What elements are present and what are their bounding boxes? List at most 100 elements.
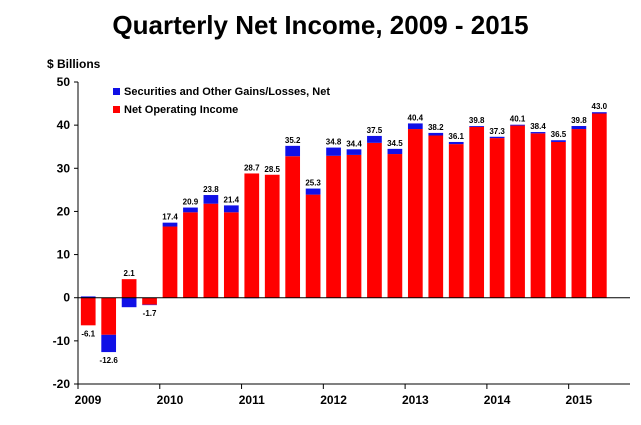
bar-securities-2009Q2 (101, 334, 117, 353)
data-label-2010Q2: 20.9 (183, 198, 199, 207)
data-label-2011Q1: 28.7 (244, 163, 260, 172)
bar-operating-2013Q2 (428, 135, 444, 298)
data-label-2013Q3: 36.1 (448, 132, 464, 141)
bar-operating-2013Q1 (407, 129, 423, 298)
bar-operating-2012Q1 (326, 155, 341, 298)
data-label-2013Q2: 38.2 (428, 123, 444, 132)
bar-operating-2010Q4 (223, 212, 239, 298)
bar-operating-2010Q2 (183, 212, 198, 298)
bar-securities-2015Q2 (591, 112, 607, 114)
data-label-2015Q2: 43.0 (592, 102, 608, 111)
bar-securities-2010Q4 (223, 205, 239, 213)
bar-operating-2011Q3 (285, 156, 301, 298)
y-tick-label: -20 (53, 377, 71, 391)
bar-operating-2009Q4 (142, 297, 157, 305)
bar-securities-2012Q1 (326, 147, 341, 156)
bar-operating-2015Q2 (591, 113, 607, 298)
x-tick-label: 2013 (402, 393, 429, 407)
data-label-2014Q1: 37.3 (489, 127, 505, 136)
data-label-2009Q2: -12.6 (100, 356, 119, 365)
x-tick-label: 2012 (320, 393, 347, 407)
legend-label-operating: Net Operating Income (124, 104, 238, 116)
bar-securities-2010Q2 (183, 207, 198, 213)
bar-securities-2010Q3 (203, 195, 219, 204)
y-tick-label: 30 (57, 161, 71, 175)
data-label-2012Q4: 34.5 (387, 139, 403, 148)
bar-securities-2011Q3 (285, 145, 301, 157)
bar-securities-2014Q2 (510, 124, 525, 126)
data-label-2011Q3: 35.2 (285, 136, 301, 145)
legend-swatch-operating (113, 106, 120, 113)
data-label-2013Q4: 39.8 (469, 116, 485, 125)
data-label-2009Q3: 2.1 (124, 269, 136, 278)
bar-securities-2012Q4 (387, 148, 403, 155)
data-label-2012Q2: 34.4 (346, 139, 362, 148)
bar-securities-2014Q4 (551, 140, 566, 142)
data-label-2013Q1: 40.4 (408, 113, 424, 122)
y-axis-label: $ Billions (47, 57, 101, 71)
bar-securities-2009Q1 (80, 296, 96, 298)
bar-securities-2012Q3 (367, 135, 382, 143)
bar-operating-2012Q3 (367, 142, 382, 298)
data-label-2012Q1: 34.8 (326, 138, 342, 147)
bar-securities-2013Q2 (428, 132, 444, 136)
data-label-2014Q2: 40.1 (510, 115, 526, 124)
bar-operating-2009Q1 (80, 297, 96, 326)
x-tick-label: 2010 (157, 393, 184, 407)
bar-operating-2012Q2 (346, 154, 362, 298)
bar-operating-2011Q4 (305, 194, 321, 298)
data-label-2010Q4: 21.4 (224, 195, 240, 204)
bar-securities-2012Q2 (346, 149, 362, 155)
bar-securities-2010Q1 (162, 222, 178, 227)
bar-operating-2010Q1 (162, 226, 178, 298)
data-label-2015Q1: 39.8 (571, 116, 587, 125)
legend-label-securities: Securities and Other Gains/Losses, Net (124, 86, 330, 98)
bar-operating-2009Q2 (101, 297, 117, 335)
bar-securities-2009Q4 (142, 304, 157, 306)
y-tick-label: 50 (57, 75, 71, 89)
legend-swatch-securities (113, 88, 120, 95)
bar-operating-2014Q4 (551, 141, 566, 298)
data-label-2011Q2: 28.5 (264, 165, 280, 174)
y-tick-label: 0 (63, 291, 70, 305)
data-label-2012Q3: 37.5 (367, 126, 383, 135)
data-labels-layer: -6.1 -12.6 2.1 -1.7 17.4 20.9 23.8 21.4 28.7 28.5… (81, 102, 607, 365)
y-tick-label: 10 (57, 248, 71, 262)
bar-securities-2013Q3 (448, 141, 464, 145)
axes-layer (77, 82, 630, 385)
x-tick-label: 2011 (239, 393, 265, 407)
y-tick-label: 20 (57, 204, 71, 218)
bar-operating-2010Q3 (203, 203, 219, 298)
y-tick-label: 40 (57, 118, 71, 132)
bar-operating-2014Q3 (530, 133, 546, 298)
bar-securities-2013Q4 (469, 126, 485, 127)
bar-securities-2014Q1 (489, 136, 505, 139)
data-label-2011Q4: 25.3 (305, 179, 321, 188)
bar-operating-2009Q3 (121, 279, 137, 298)
x-tick-label: 2009 (75, 393, 102, 407)
data-label-2010Q1: 17.4 (162, 213, 178, 222)
y-tick-label: -10 (53, 334, 71, 348)
bar-securities-2009Q3 (121, 297, 137, 308)
data-label-2009Q1: -6.1 (81, 329, 95, 338)
legend: Securities and Other Gains/Losses, Net N… (113, 86, 330, 116)
data-label-2014Q4: 36.5 (551, 130, 567, 139)
bar-operating-2014Q1 (489, 138, 505, 298)
bar-operating-2014Q2 (510, 125, 525, 298)
bar-operating-2011Q2 (264, 174, 280, 298)
bar-operating-2015Q1 (571, 129, 587, 298)
bar-operating-2011Q1 (244, 173, 260, 298)
bar-securities-2011Q4 (305, 188, 321, 195)
data-label-2009Q4: -1.7 (143, 309, 157, 318)
bars-layer (80, 112, 607, 353)
bar-operating-2012Q4 (387, 154, 403, 298)
x-tick-label: 2015 (566, 393, 593, 407)
data-label-2010Q3: 23.8 (203, 185, 219, 194)
bar-securities-2015Q1 (571, 126, 587, 130)
x-tick-label: 2014 (484, 393, 511, 407)
bar-operating-2013Q3 (448, 144, 464, 298)
bar-operating-2013Q4 (469, 126, 485, 298)
chart-title: Quarterly Net Income, 2009 - 2015 (112, 10, 529, 40)
bar-securities-2013Q1 (407, 123, 423, 130)
